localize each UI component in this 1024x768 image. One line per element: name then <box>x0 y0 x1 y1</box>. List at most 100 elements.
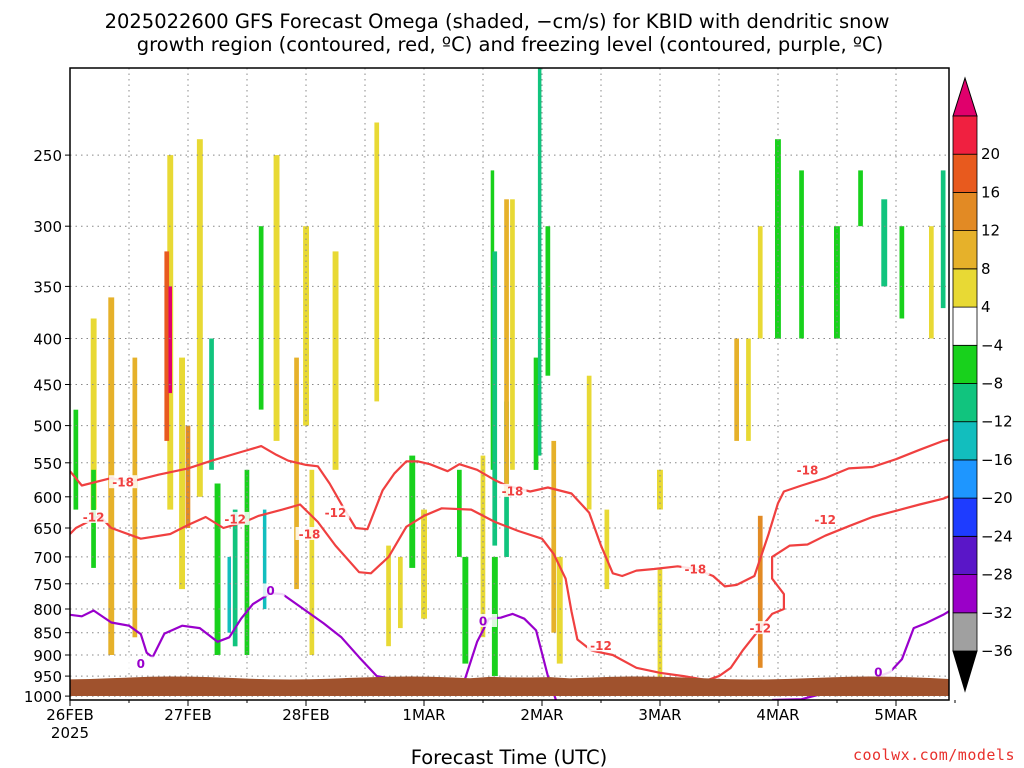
contour-label-bg <box>498 483 527 497</box>
colorbar-tick-label: −28 <box>981 566 1013 584</box>
contour-label-bg <box>295 527 324 540</box>
x-tick-label: 26FEB <box>46 706 93 724</box>
chart-title-line1: 2025022600 GFS Forecast Omega (shaded, −… <box>105 10 890 33</box>
y-tick-label: 650 <box>33 520 62 538</box>
omega-cell <box>232 509 238 647</box>
x-tick-label: 3MAR <box>638 706 681 724</box>
omega-cell <box>533 357 539 470</box>
y-tick-label: 700 <box>33 549 62 567</box>
colorbar-tick-label: 16 <box>981 183 1000 201</box>
x-tick-label: 27FEB <box>164 706 211 724</box>
colorbar-tick-label: −32 <box>981 604 1013 622</box>
omega-cell <box>657 469 663 510</box>
omega-cell <box>510 199 515 470</box>
y-tick-label: 1000 <box>24 688 62 706</box>
contour-label-bg <box>746 621 775 635</box>
colorbar-segment <box>952 459 978 499</box>
x-axis-ticks: 26FEB 27FEB 28FEB 1MAR 2MAR 3MAR 4MAR 5MAR 2025 <box>46 700 956 742</box>
colorbar-segment <box>952 191 978 231</box>
omega-cell <box>586 375 592 510</box>
contour-label-bg <box>126 656 155 670</box>
contour-label: 0 <box>137 657 145 671</box>
omega-cell <box>881 199 888 287</box>
omega-cell <box>457 469 462 557</box>
contour-label: -18 <box>685 563 707 577</box>
colorbar-bottom-arrow <box>952 650 978 693</box>
omega-cell <box>757 515 763 668</box>
colorbar-segment <box>952 153 978 193</box>
y-tick-label: 550 <box>33 455 62 473</box>
y-tick-label: 950 <box>33 668 62 686</box>
contour-label-bg <box>221 511 250 525</box>
omega-cell <box>73 409 79 510</box>
colorbar-segment <box>952 497 978 537</box>
omega-cell <box>492 251 498 546</box>
contour-label-bg <box>587 638 615 652</box>
colorbar-segment <box>952 536 978 576</box>
omega-cell <box>504 199 509 497</box>
omega-cell <box>227 556 231 633</box>
contour-label: -18 <box>797 463 819 477</box>
omega-cell <box>374 122 380 402</box>
colorbar-segment <box>952 230 978 270</box>
contour-label-bg <box>681 562 710 575</box>
colorbar-tick-label: 4 <box>981 298 991 316</box>
colorbar-tick-label: 12 <box>981 222 1000 240</box>
omega-cell <box>185 425 191 528</box>
omega-cell <box>757 226 763 339</box>
omega-cell <box>899 226 905 319</box>
colorbar-segment <box>952 306 978 346</box>
y-tick-label: 800 <box>33 601 62 619</box>
y-axis-ticks: 250 300 350 400 450 500 550 600 650 700 750 800 850 9… <box>24 147 70 706</box>
contour-label-bg <box>109 475 138 489</box>
colorbar-segment <box>952 268 978 308</box>
omega-cell <box>309 469 315 655</box>
omega-cell <box>273 155 280 441</box>
credit-link[interactable]: coolwx.com/models <box>853 746 1015 764</box>
contour-label: -12 <box>325 506 347 520</box>
omega-cell <box>90 318 97 510</box>
contour-label: -12 <box>814 513 836 527</box>
ground-fill <box>70 676 949 700</box>
contour-label: -12 <box>749 622 771 636</box>
x-tick-label: 28FEB <box>282 706 329 724</box>
colorbar-tick-label: −12 <box>981 413 1013 431</box>
contour-label: 0 <box>874 666 882 680</box>
colorbar-tick-label: −20 <box>981 489 1013 507</box>
omega-cell <box>480 455 486 638</box>
omega-cell <box>929 226 934 339</box>
contour-label-bg <box>864 665 893 678</box>
contour-label-bg <box>321 505 350 519</box>
y-tick-label: 600 <box>33 489 62 507</box>
colorbar-tick-label: −4 <box>981 336 1003 354</box>
omega-cell <box>332 251 339 470</box>
colorbar-tick-label: −8 <box>981 375 1003 393</box>
omega-cell <box>244 469 250 655</box>
y-tick-label: 250 <box>33 147 62 165</box>
contour-label: -18 <box>502 484 524 498</box>
colorbar-segment <box>952 574 978 614</box>
ground-surface <box>70 676 949 700</box>
x-tick-label: 1MAR <box>402 706 445 724</box>
chart-title-line2: growth region (contoured, red, ºC) and f… <box>137 33 884 56</box>
y-tick-label: 500 <box>33 418 62 436</box>
x-tick-label: 4MAR <box>756 706 799 724</box>
omega-cell <box>214 483 221 655</box>
omega-cell <box>168 286 172 394</box>
y-tick-label: 850 <box>33 625 62 643</box>
omega-cell <box>537 68 542 456</box>
colorbar-top-arrow <box>952 76 978 117</box>
contour-label-bg <box>79 510 108 523</box>
omega-cell <box>746 338 751 441</box>
omega-cell <box>556 556 563 664</box>
contour-label-bg <box>793 462 822 476</box>
colorbar-tick-label: −16 <box>981 451 1013 469</box>
omega-shading <box>73 68 946 681</box>
omega-cell <box>551 440 557 633</box>
y-tick-label: 300 <box>33 218 62 236</box>
contour-label-bg <box>469 614 497 627</box>
contour-label: -12 <box>590 639 612 653</box>
omega-cell <box>132 357 138 638</box>
contour-label: -12 <box>83 511 105 525</box>
omega-cell <box>294 357 299 590</box>
